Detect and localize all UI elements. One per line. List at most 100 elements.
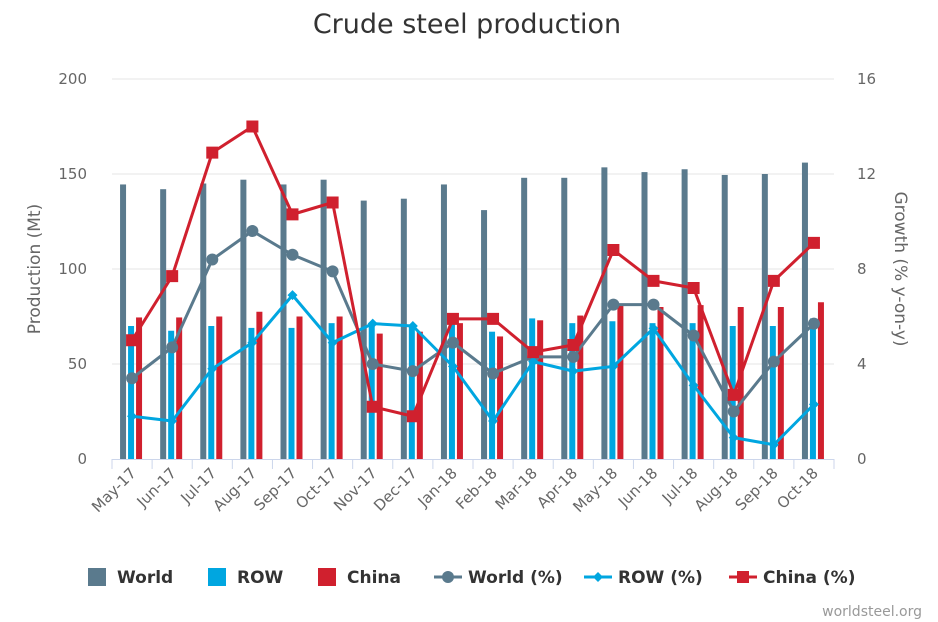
bar-row xyxy=(689,323,696,459)
bar-world xyxy=(200,183,207,459)
point-world xyxy=(687,329,700,342)
point-row xyxy=(407,321,418,331)
bar-row xyxy=(168,330,175,459)
bars xyxy=(120,162,824,460)
point-world xyxy=(406,365,419,378)
point-world xyxy=(246,225,259,237)
line-china xyxy=(130,125,815,418)
point-row xyxy=(367,318,378,329)
point-row xyxy=(488,416,499,426)
legend-marker-row xyxy=(593,572,603,582)
point-world xyxy=(807,317,820,330)
point-world xyxy=(767,355,780,368)
bar-china xyxy=(497,336,504,459)
x-tick-label: Sep-18 xyxy=(732,464,782,514)
bar-china xyxy=(777,307,784,459)
point-row xyxy=(688,380,699,391)
bar-china xyxy=(697,305,704,459)
x-tick-label: May-17 xyxy=(88,464,140,516)
bar-china xyxy=(176,317,183,459)
legend-label-china: China xyxy=(347,568,401,588)
point-world xyxy=(727,405,740,418)
point-china xyxy=(366,400,379,413)
bar-china xyxy=(737,307,744,459)
bar-row xyxy=(368,325,375,459)
point-world xyxy=(446,336,459,349)
point-row xyxy=(447,361,458,372)
bar-world xyxy=(801,162,808,459)
legend[interactable]: World ROW China World (%) ROW (%) China (%) xyxy=(88,568,855,588)
point-world xyxy=(326,265,339,278)
bar-row xyxy=(128,326,135,459)
legend-marker-world xyxy=(442,571,454,583)
y-right-tick-label: 4 xyxy=(857,355,867,373)
gridlines xyxy=(112,78,834,365)
bar-row xyxy=(529,318,536,459)
point-row xyxy=(768,439,779,450)
bar-china xyxy=(817,302,824,459)
bar-world xyxy=(360,200,367,459)
y-axis-right-title: Growth (% y-on-y) xyxy=(890,191,910,346)
legend-label-world: World (%) xyxy=(468,568,563,588)
point-china xyxy=(286,208,299,221)
bar-world xyxy=(681,169,688,459)
point-world xyxy=(366,358,379,370)
point-china xyxy=(767,274,780,287)
bar-world xyxy=(761,174,768,459)
bar-row xyxy=(288,327,295,459)
bar-world xyxy=(721,174,728,459)
x-tick-label: Aug-17 xyxy=(209,464,260,515)
legend-label-world: World xyxy=(117,568,173,588)
bar-row xyxy=(649,323,656,459)
x-tick-label: Oct-18 xyxy=(773,464,821,512)
y-left-tick-label: 200 xyxy=(58,70,87,88)
point-row xyxy=(608,361,619,372)
y-left-tick-label: 0 xyxy=(77,450,87,468)
point-row xyxy=(648,323,659,334)
line-world xyxy=(131,229,815,413)
point-row xyxy=(287,290,298,301)
bar-world xyxy=(561,177,568,460)
point-china xyxy=(326,196,339,209)
point-row xyxy=(127,411,138,422)
y-left-tick-label: 100 xyxy=(58,260,87,278)
lines xyxy=(126,120,820,450)
bar-world xyxy=(641,172,648,459)
y-left-tick-label: 150 xyxy=(58,165,87,183)
x-tick-label: Jun-18 xyxy=(614,464,661,511)
legend-label-row: ROW (%) xyxy=(618,568,703,588)
bar-world xyxy=(280,184,287,459)
x-tick-label: Nov-17 xyxy=(330,464,380,514)
bar-china xyxy=(296,316,303,459)
point-world xyxy=(607,298,620,311)
bar-row xyxy=(809,318,816,459)
bar-world xyxy=(160,189,167,459)
bar-world xyxy=(320,179,327,459)
bar-row xyxy=(609,321,616,459)
credit-link[interactable]: worldsteel.org xyxy=(822,604,922,620)
point-world xyxy=(206,253,219,266)
bar-china xyxy=(537,320,544,459)
bar-china xyxy=(336,316,343,459)
x-tick-label: Feb-18 xyxy=(452,464,501,513)
point-row xyxy=(167,416,178,426)
legend-swatch-row xyxy=(208,568,226,586)
point-world xyxy=(647,298,660,311)
legend-swatch-world xyxy=(88,568,106,586)
bar-world xyxy=(400,198,407,459)
bar-world xyxy=(481,210,488,459)
bar-world xyxy=(601,167,608,459)
point-row xyxy=(728,432,739,443)
x-tick-label: Mar-18 xyxy=(492,464,541,513)
point-china xyxy=(687,282,700,294)
x-tick-label: Aug-18 xyxy=(691,464,742,515)
x-axis: May-17Jun-17Jul-17Aug-17Sep-17Oct-17Nov-… xyxy=(88,459,835,516)
bar-world xyxy=(440,184,447,459)
bar-china xyxy=(376,333,383,459)
point-china xyxy=(527,346,540,359)
point-china xyxy=(807,236,820,249)
bar-row xyxy=(328,323,335,459)
bar-china xyxy=(577,315,584,459)
point-china xyxy=(567,339,580,351)
